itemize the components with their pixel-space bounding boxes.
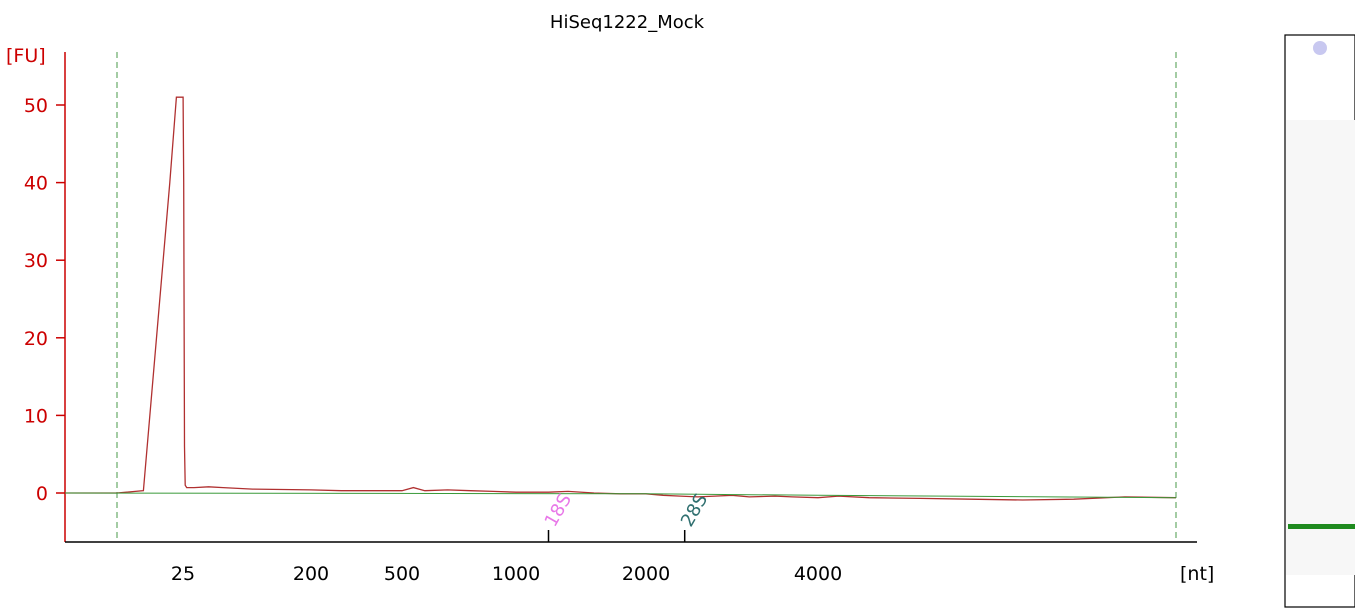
y-tick-label: 10 [24,405,48,427]
y-axis-unit: [FU] [6,45,46,67]
chart-title: HiSeq1222_Mock [550,12,705,33]
y-tick-label: 20 [24,328,48,350]
x-tick-label: 2000 [622,563,670,585]
x-axis-unit: [nt] [1180,563,1214,585]
gel-lane-background [1286,120,1355,575]
y-axis-ticks: 0 10 20 30 40 50 [24,95,65,505]
marker-label: 18S [541,490,576,530]
x-axis-ticks: 25 200 500 1000 2000 4000 [171,563,842,585]
y-tick-label: 40 [24,173,48,195]
y-tick-label: 30 [24,250,48,272]
series-line [65,96,1177,501]
gel-lane-band [1288,524,1355,529]
y-tick-label: 0 [36,483,48,505]
x-tick-label: 1000 [492,563,540,585]
gel-lane-marker-dot [1313,41,1327,55]
x-tick-label: 200 [293,563,329,585]
ribosomal-markers: 18S 28S [541,490,712,542]
series-line [64,492,1177,499]
x-tick-label: 25 [171,563,195,585]
x-tick-label: 4000 [794,563,842,585]
series-layer [64,96,1177,501]
x-tick-label: 500 [384,563,420,585]
y-tick-label: 50 [24,95,48,117]
